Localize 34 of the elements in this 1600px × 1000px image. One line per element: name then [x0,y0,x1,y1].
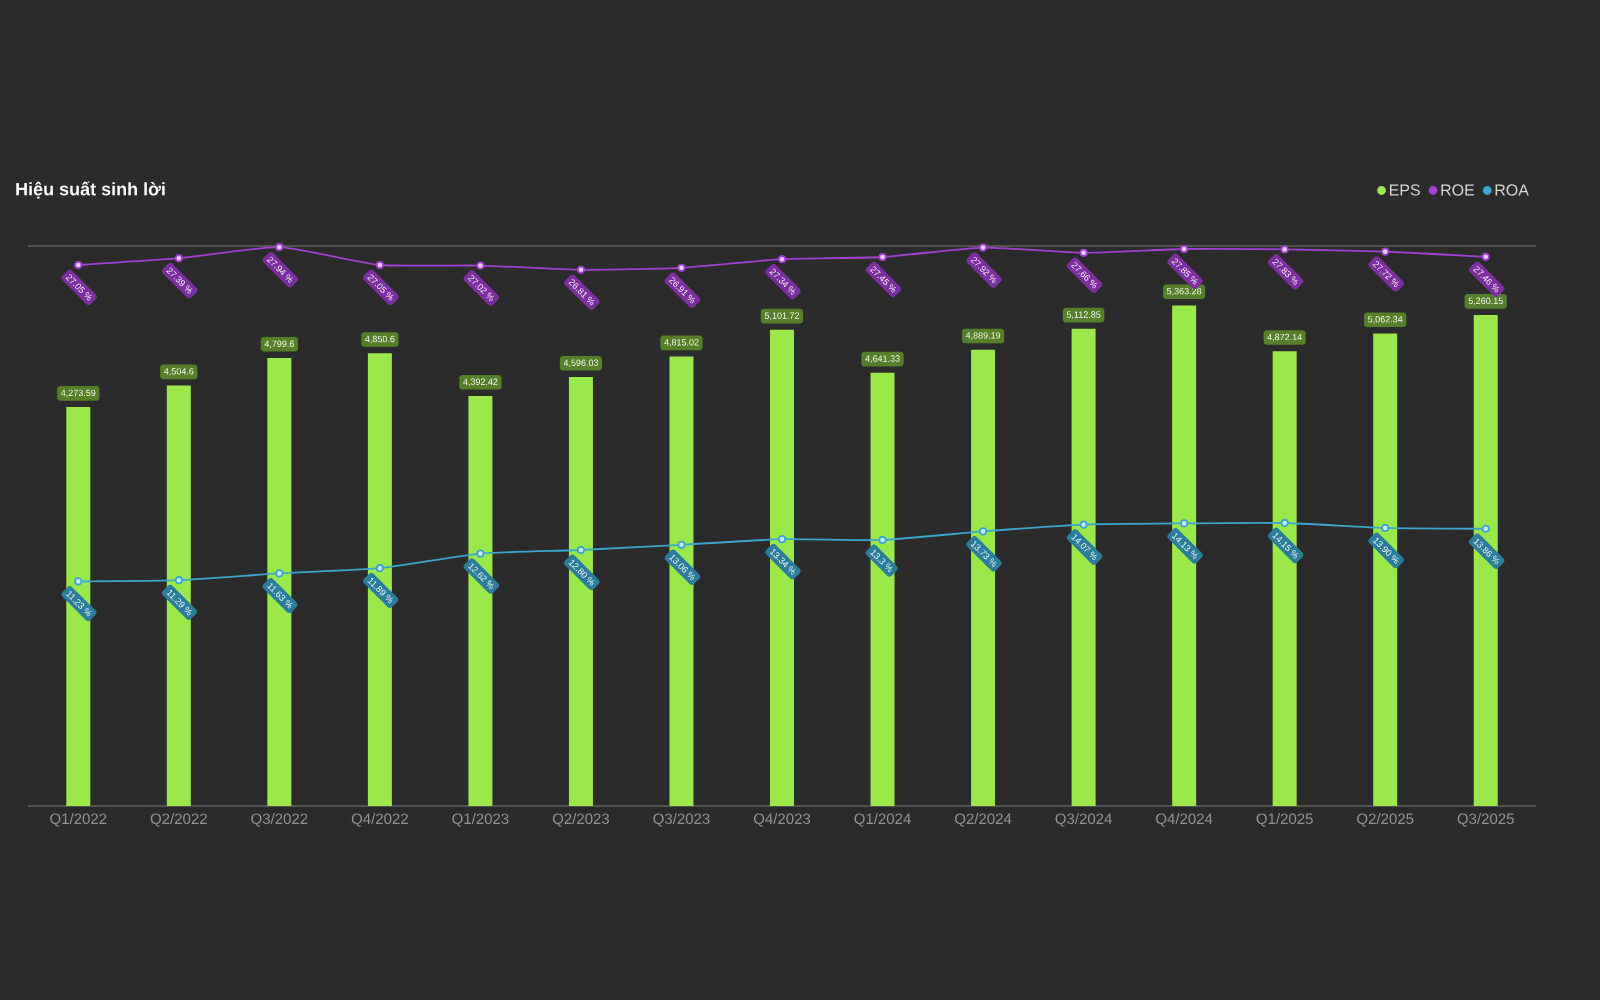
point [476,549,485,558]
point [1381,247,1390,256]
point [777,255,787,264]
point [978,243,988,252]
point [375,260,384,270]
legend-label: ROE [1441,184,1475,196]
point [1280,245,1289,254]
point [74,577,83,586]
point [777,535,787,544]
point [1481,252,1490,261]
point [1180,244,1189,254]
point [476,261,485,270]
legend-label: ROA [1495,184,1529,196]
point [74,260,83,270]
point [576,545,586,555]
chart-title: Hiệu suất sinh lời [16,181,165,199]
point [1079,248,1088,257]
point [1180,519,1189,528]
legend-label: EPS [1389,184,1420,196]
point [1481,524,1490,533]
point [275,243,284,252]
point [878,535,887,545]
point [174,254,183,263]
point [978,527,988,536]
point [677,263,686,272]
point [275,569,284,578]
point [1280,518,1289,528]
point [1381,523,1390,533]
point [174,576,183,585]
point [878,252,887,262]
point [677,540,686,549]
point [1079,520,1088,529]
point [576,265,586,274]
point [375,564,384,573]
